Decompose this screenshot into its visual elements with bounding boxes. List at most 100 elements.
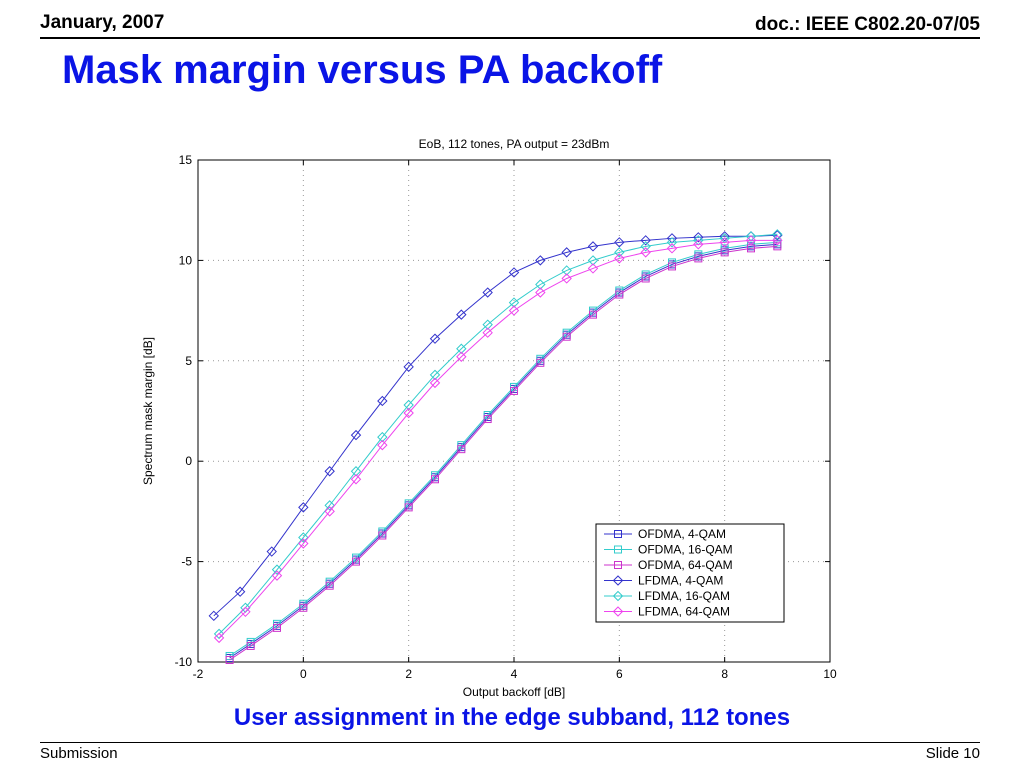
x-tick-label: 6 [616, 667, 623, 681]
data-point-series-5 [456, 343, 467, 354]
data-point-series-2 [720, 244, 729, 253]
data-point-series-4 [350, 429, 362, 441]
data-point-series-4 [693, 232, 704, 243]
data-point-series-3 [720, 248, 729, 257]
data-point-series-3 [246, 641, 255, 650]
legend-marker [612, 590, 624, 602]
data-point-series-5 [587, 255, 599, 266]
series-line-3 [229, 245, 778, 661]
data-point-series-3 [325, 581, 334, 590]
data-point-series-4 [535, 255, 546, 266]
data-point-series-6 [745, 235, 757, 246]
data-point-series-5 [271, 564, 283, 575]
data-point-series-3 [273, 623, 281, 632]
series-line-6 [218, 239, 778, 639]
data-point-series-5 [614, 247, 625, 258]
data-point-series-6 [482, 327, 493, 338]
series-line-5 [218, 233, 778, 635]
y-tick-label: -5 [181, 555, 192, 569]
legend-label: OFDMA, 64-QAM [638, 558, 733, 572]
series-line-1 [229, 243, 778, 659]
data-point-series-5 [508, 297, 520, 308]
data-point-series-5 [535, 279, 546, 290]
data-point-series-4 [377, 395, 388, 407]
data-point-series-6 [429, 377, 441, 389]
legend-label: OFDMA, 4-QAM [638, 527, 726, 541]
data-point-series-4 [561, 247, 572, 258]
data-point-series-6 [377, 439, 388, 451]
data-point-series-4 [508, 267, 520, 278]
data-point-series-3 [668, 262, 676, 271]
data-point-series-5 [377, 431, 388, 443]
header-rule [40, 37, 980, 39]
legend-label: LFDMA, 64-QAM [638, 605, 730, 619]
data-point-series-3 [536, 358, 545, 367]
slide-title: Mask margin versus PA backoff [62, 48, 663, 92]
x-tick-label: 8 [721, 667, 728, 681]
data-point-series-4 [587, 241, 599, 252]
data-point-series-4 [429, 333, 441, 344]
footer-rule [40, 742, 980, 743]
chart-title: EoB, 112 tones, PA output = 23dBm [419, 137, 610, 151]
data-point-series-5 [298, 532, 309, 543]
data-point-series-6 [324, 506, 335, 517]
x-tick-label: 4 [511, 667, 518, 681]
legend-label: OFDMA, 16-QAM [638, 543, 733, 557]
data-point-series-4 [456, 309, 467, 320]
chart-container: -2 0 2 4 6 8 10 -10 -5 0 5 10 15 EoB, 112 tones, PA o… [130, 128, 850, 700]
footer-slide-number: Slide 10 [925, 745, 980, 762]
y-tick-label: 5 [185, 354, 192, 368]
data-point-series-3 [641, 274, 650, 283]
data-point-series-6 [403, 407, 414, 419]
data-point-series-3 [378, 531, 387, 540]
data-point-series-5 [772, 229, 783, 240]
legend-label: LFDMA, 16-QAM [638, 589, 730, 603]
legend-marker [612, 606, 624, 617]
data-point-series-3 [773, 242, 782, 251]
y-tick-label: 0 [185, 454, 192, 468]
data-point-series-3 [225, 655, 234, 664]
data-point-series-6 [271, 570, 283, 581]
data-point-series-6 [587, 263, 599, 274]
data-point-series-5 [482, 319, 493, 330]
data-point-series-5 [640, 241, 651, 252]
data-point-series-3 [431, 475, 439, 484]
data-point-series-3 [299, 603, 308, 612]
data-point-series-5 [403, 399, 414, 411]
data-point-series-3 [457, 445, 466, 454]
y-tick-label: -10 [175, 655, 193, 669]
data-point-series-4 [719, 231, 730, 242]
data-point-series-3 [589, 310, 597, 319]
data-point-series-6 [508, 305, 520, 316]
data-point-series-3 [562, 332, 571, 341]
data-point-series-6 [772, 235, 783, 246]
series-line-2 [229, 241, 778, 657]
y-tick-label: 10 [179, 253, 193, 267]
data-point-series-3 [615, 290, 624, 299]
data-point-series-6 [240, 606, 251, 618]
data-point-series-6 [350, 474, 362, 485]
y-axis-label: Spectrum mask margin [dB] [141, 337, 155, 485]
data-point-series-6 [693, 239, 704, 250]
data-point-series-4 [772, 230, 783, 241]
data-point-series-3 [352, 557, 360, 566]
data-point-series-5 [429, 369, 441, 381]
data-point-series-3 [404, 503, 413, 512]
x-axis-label: Output backoff [dB] [463, 685, 566, 699]
data-point-series-6 [535, 287, 546, 298]
data-point-series-5 [666, 237, 678, 248]
data-point-series-4 [403, 361, 414, 373]
data-point-series-4 [208, 610, 220, 622]
data-point-series-6 [719, 237, 730, 248]
data-point-series-5 [350, 466, 362, 477]
data-point-series-2 [694, 250, 703, 259]
data-point-series-4 [640, 235, 651, 246]
legend-marker [612, 575, 624, 586]
legend-marker [614, 530, 622, 538]
legend-marker [614, 545, 622, 554]
footer-submission: Submission [40, 745, 118, 762]
y-tick-label: 15 [179, 153, 193, 167]
x-tick-label: 10 [823, 667, 837, 681]
data-point-series-6 [640, 247, 651, 258]
data-point-series-3 [483, 415, 492, 424]
